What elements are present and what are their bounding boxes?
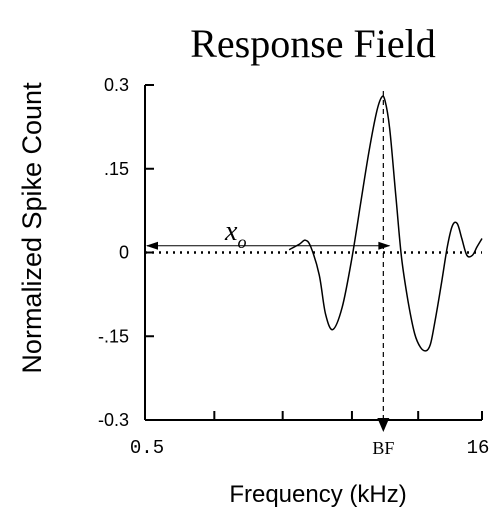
x-axis-label: Frequency (kHz) — [229, 481, 406, 508]
best-frequency-label: BF — [372, 438, 394, 458]
annotation-layer: BF xo — [146, 91, 394, 458]
axis-layer: 0.3 .15 0 -.15 -0.30.5 16 — [98, 75, 489, 459]
response-curve — [288, 95, 483, 352]
best-frequency-arrow-icon — [377, 418, 390, 432]
x-tick-label: 16 — [467, 437, 490, 459]
y-tick-label: -.15 — [98, 326, 129, 346]
x0-subscript: o — [237, 232, 246, 252]
y-axis-label: Normalized Spike Count — [17, 82, 47, 374]
series-layer — [288, 95, 483, 352]
x0-right-arrow-icon — [378, 241, 391, 250]
y-tick-label: 0 — [119, 243, 129, 263]
y-tick-label: .15 — [104, 159, 129, 179]
chart-title: Response Field — [190, 21, 436, 66]
x0-left-arrow-icon — [146, 241, 158, 250]
x0-annotation: xo — [224, 216, 246, 252]
y-tick-label: 0.3 — [104, 75, 129, 95]
y-tick-label: -0.3 — [98, 410, 129, 430]
x-tick-label: 0.5 — [130, 437, 164, 459]
